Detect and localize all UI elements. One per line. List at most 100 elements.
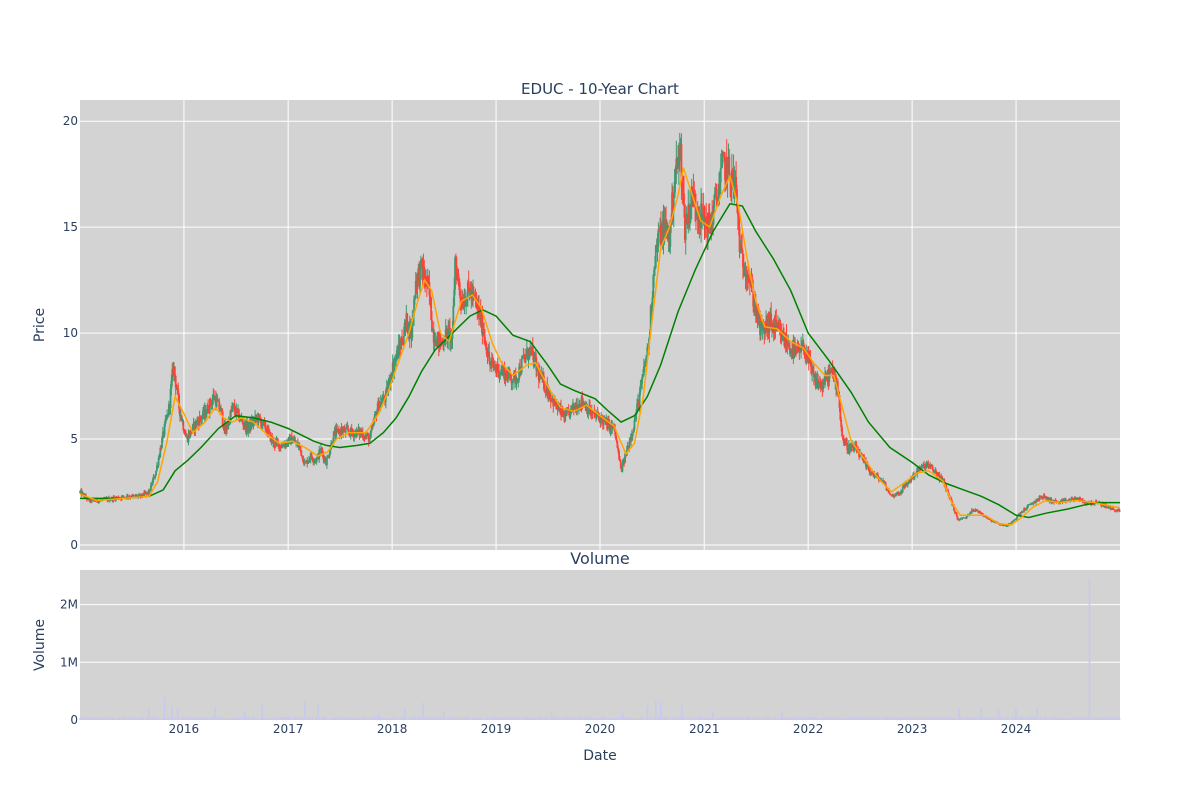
- candle-body: [233, 405, 236, 412]
- volume-bar: [1110, 716, 1112, 720]
- volume-bar: [905, 717, 907, 720]
- volume-bar: [1054, 716, 1056, 720]
- candle-body: [160, 448, 163, 450]
- volume-bar: [464, 717, 466, 720]
- candle-body: [148, 489, 151, 494]
- volume-bar: [326, 718, 328, 720]
- volume-bar: [1108, 717, 1110, 720]
- volume-bar: [750, 718, 753, 720]
- volume-bar: [925, 716, 927, 720]
- volume-bar: [247, 716, 249, 720]
- candle-decreasing: [180, 414, 183, 422]
- candle-body: [321, 450, 324, 455]
- volume-bar: [838, 717, 841, 720]
- volume-bar: [874, 719, 876, 720]
- candle-body: [1025, 508, 1028, 510]
- volume-bar: [115, 718, 117, 720]
- volume-bar: [919, 718, 921, 720]
- volume-bar: [522, 717, 524, 720]
- volume-bar: [598, 719, 601, 720]
- volume-bar: [897, 718, 900, 720]
- volume-bar: [882, 716, 884, 720]
- candle-body: [741, 247, 744, 254]
- volume-bar: [1081, 717, 1083, 720]
- volume-bar: [678, 718, 680, 720]
- volume-bar: [981, 718, 983, 720]
- volume-bar: [1035, 718, 1037, 720]
- volume-bar: [939, 717, 941, 720]
- candle-body: [525, 354, 527, 360]
- volume-bar: [744, 718, 746, 720]
- volume-bar: [763, 718, 765, 720]
- candle-body: [271, 436, 274, 443]
- volume-bar: [444, 719, 446, 720]
- volume-bar: [501, 717, 503, 720]
- volume-bar: [1032, 716, 1035, 720]
- volume-bar: [1055, 718, 1058, 720]
- candle-decreasing: [681, 173, 684, 204]
- volume-bar: [237, 717, 239, 720]
- volume-bar: [853, 717, 855, 720]
- candle-body: [521, 358, 524, 360]
- volume-bar: [782, 717, 784, 720]
- volume-bar: [1025, 719, 1027, 720]
- volume-bar: [1006, 717, 1008, 720]
- candle-body: [658, 229, 661, 231]
- volume-bar: [950, 719, 953, 720]
- volume-bar: [1099, 717, 1101, 720]
- volume-bar: [744, 719, 747, 720]
- candle-body: [347, 428, 350, 432]
- volume-bar: [1072, 716, 1074, 720]
- volume-bar: [1118, 716, 1120, 720]
- volume-bar: [580, 717, 583, 720]
- volume-bar: [761, 718, 763, 720]
- volume-bar: [652, 717, 654, 720]
- volume-bar: [542, 717, 544, 720]
- volume-bar: [656, 718, 659, 720]
- volume-bar: [725, 717, 727, 720]
- volume-bar: [836, 717, 838, 720]
- candle-body: [965, 515, 968, 518]
- candle-body: [600, 415, 603, 424]
- candle-decreasing: [812, 364, 815, 386]
- volume-bar: [1049, 717, 1052, 720]
- volume-bar: [373, 717, 375, 720]
- candle-body: [273, 440, 275, 447]
- volume-bar: [226, 719, 228, 720]
- volume-spike-bar: [781, 711, 783, 720]
- volume-bar: [917, 719, 919, 720]
- candle-body: [895, 493, 898, 495]
- volume-bar: [482, 719, 484, 720]
- volume-bar: [240, 719, 243, 720]
- candle-body: [728, 156, 731, 175]
- candle-body: [300, 450, 303, 457]
- candle-body: [931, 465, 934, 470]
- volume-bar: [125, 718, 127, 720]
- candle-body: [406, 313, 409, 333]
- volume-bar: [650, 717, 653, 720]
- volume-bar: [213, 716, 215, 720]
- volume-bar: [942, 716, 944, 720]
- volume-bar: [786, 717, 788, 720]
- volume-bar: [109, 716, 111, 720]
- volume-bar: [116, 718, 119, 720]
- volume-bar: [296, 717, 298, 720]
- volume-bar: [382, 718, 384, 720]
- candle-body: [742, 253, 744, 268]
- candle-increasing: [544, 389, 547, 398]
- volume-bar: [557, 719, 560, 720]
- volume-bar: [155, 717, 157, 720]
- volume-bar: [1026, 719, 1029, 720]
- volume-bar: [462, 719, 464, 720]
- volume-bar: [83, 716, 85, 720]
- volume-bar: [618, 718, 620, 720]
- candle-body: [485, 346, 488, 355]
- volume-bar: [1104, 717, 1106, 720]
- candle-body: [644, 363, 647, 366]
- volume-bar: [617, 718, 619, 720]
- candle-body: [368, 438, 371, 442]
- volume-bar: [1078, 719, 1081, 720]
- volume-bar: [468, 719, 471, 720]
- candle-body: [676, 158, 679, 162]
- volume-bar: [623, 717, 625, 720]
